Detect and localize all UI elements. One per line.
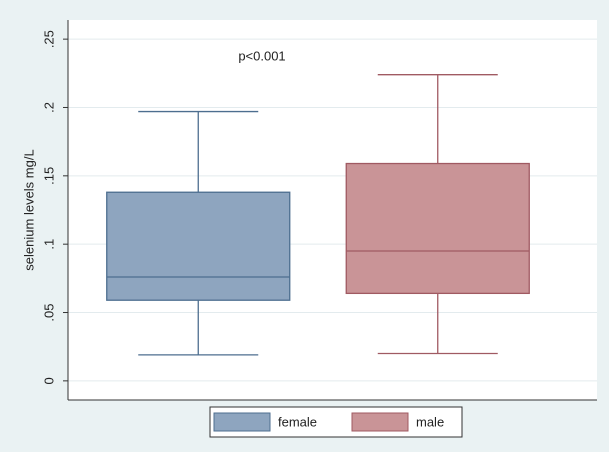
- legend-swatch: [351, 412, 409, 432]
- y-tick-label: .2: [41, 102, 56, 113]
- box: [345, 162, 530, 295]
- y-tick-label: .05: [41, 303, 56, 321]
- y-tick-label: .15: [41, 167, 56, 185]
- y-tick-label: .25: [41, 30, 56, 48]
- box: [106, 191, 291, 301]
- y-axis-label: selenium levels mg/L: [21, 149, 36, 270]
- y-tick-label: .1: [41, 239, 56, 250]
- annotation: p<0.001: [238, 48, 285, 63]
- legend-swatch: [213, 412, 271, 432]
- y-tick-label: 0: [41, 377, 56, 384]
- legend-label: female: [278, 414, 317, 429]
- legend-label: male: [416, 414, 444, 429]
